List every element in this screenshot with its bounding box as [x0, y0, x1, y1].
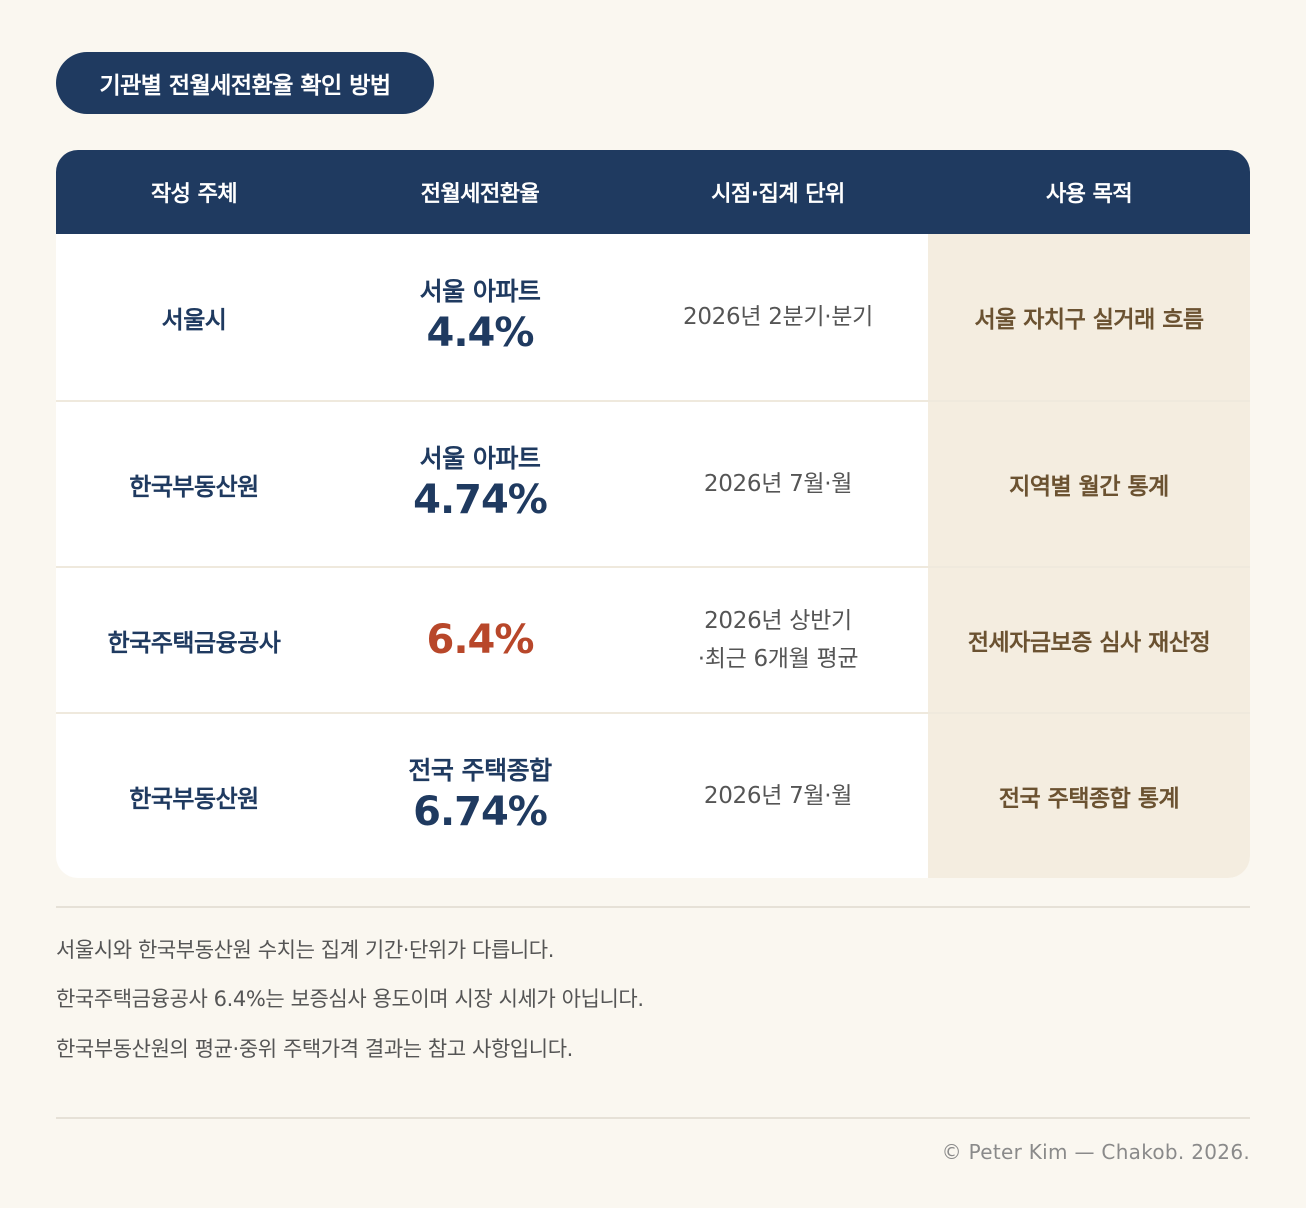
author-name: 한국부동산원 [129, 472, 259, 501]
header-purpose: 사용 목적 [1045, 182, 1133, 207]
rate-cell: 전국 주택종합 6.74% [332, 714, 628, 878]
section-title: 기관별 전월세전환율 확인 방법 [99, 73, 391, 99]
row-divider [56, 400, 1250, 402]
rate-label: 전국 주택종합 [408, 756, 552, 785]
period-cell: 2026년 7월·월 [628, 402, 928, 566]
header-rate: 전월세전환율 [420, 182, 540, 207]
period-text: 2026년 상반기 [704, 608, 852, 634]
header-period: 시점·집계 단위 [711, 182, 845, 207]
rate-cell: 서울 아파트 4.74% [332, 402, 628, 566]
divider-bottom [56, 1117, 1250, 1119]
purpose-cell: 전국 주택종합 통계 [928, 714, 1250, 878]
author-cell: 한국부동산원 [56, 714, 332, 878]
purpose-text: 지역별 월간 통계 [1009, 474, 1169, 500]
copyright-footer: © Peter Kim — Chakob. 2026. [941, 1140, 1250, 1164]
purpose-cell: 서울 자치구 실거래 흐름 [928, 234, 1250, 400]
rate-value-highlight: 6.4% [426, 617, 535, 663]
period-cell: 2026년 상반기 ·최근 6개월 평균 [628, 568, 928, 712]
period-text: 2026년 7월·월 [703, 783, 853, 809]
divider-top [56, 906, 1250, 908]
rate-label: 서울 아파트 [419, 444, 541, 473]
row-divider [56, 566, 1250, 568]
rate-value: 4.74% [413, 477, 548, 523]
purpose-text: 전세자금보증 심사 재산정 [967, 630, 1211, 656]
table-header: 작성 주체 전월세전환율 시점·집계 단위 사용 목적 [56, 150, 1250, 234]
author-cell: 서울시 [56, 234, 332, 400]
conversion-rate-table: 작성 주체 전월세전환율 시점·집계 단위 사용 목적 서울시 서울 아파트 4… [56, 150, 1250, 878]
table-row: 서울시 서울 아파트 4.4% 2026년 2분기·분기 서울 자치구 실거래 … [56, 234, 1250, 400]
rate-cell: 6.4% [332, 568, 628, 712]
period-text: 2026년 2분기·분기 [683, 304, 873, 330]
period-cell: 2026년 2분기·분기 [628, 234, 928, 400]
purpose-text: 서울 자치구 실거래 흐름 [974, 307, 1204, 333]
row-divider [56, 712, 1250, 714]
author-name: 한국주택금융공사 [107, 628, 281, 657]
purpose-cell: 지역별 월간 통계 [928, 402, 1250, 566]
note-item: 서울시와 한국부동산원 수치는 집계 기간·단위가 다릅니다. [56, 938, 555, 962]
author-name: 한국부동산원 [129, 784, 259, 813]
table-row: 한국주택금융공사 6.4% 2026년 상반기 ·최근 6개월 평균 전세자금보… [56, 568, 1250, 712]
table-row: 한국부동산원 전국 주택종합 6.74% 2026년 7월·월 전국 주택종합 … [56, 714, 1250, 878]
rate-label: 서울 아파트 [419, 277, 541, 306]
header-author: 작성 주체 [150, 182, 238, 207]
purpose-cell: 전세자금보증 심사 재산정 [928, 568, 1250, 712]
period-subtext: ·최근 6개월 평균 [697, 646, 859, 672]
author-cell: 한국주택금융공사 [56, 568, 332, 712]
period-text: 2026년 7월·월 [703, 471, 853, 497]
note-item: 한국부동산원의 평균·중위 주택가격 결과는 참고 사항입니다. [56, 1037, 573, 1061]
purpose-column-background [928, 234, 1250, 878]
table-row: 한국부동산원 서울 아파트 4.74% 2026년 7월·월 지역별 월간 통계 [56, 402, 1250, 566]
section-title-badge: 기관별 전월세전환율 확인 방법 [56, 52, 434, 114]
rate-value: 6.74% [413, 789, 548, 835]
author-name: 서울시 [161, 305, 227, 334]
note-item: 한국주택금융공사 6.4%는 보증심사 용도이며 시장 시세가 아닙니다. [56, 987, 644, 1011]
rate-cell: 서울 아파트 4.4% [332, 234, 628, 400]
period-cell: 2026년 7월·월 [628, 714, 928, 878]
purpose-text: 전국 주택종합 통계 [998, 786, 1180, 812]
author-cell: 한국부동산원 [56, 402, 332, 566]
rate-value: 4.4% [426, 310, 535, 356]
